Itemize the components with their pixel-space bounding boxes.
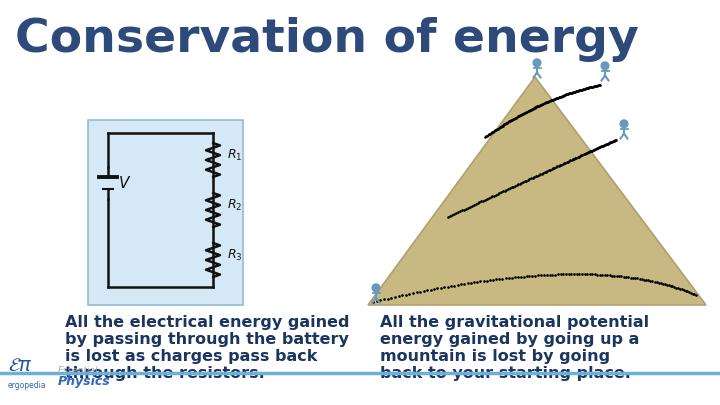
Text: by passing through the battery: by passing through the battery	[65, 332, 349, 347]
Text: energy gained by going up a: energy gained by going up a	[380, 332, 639, 347]
Circle shape	[601, 62, 609, 70]
Text: is lost as charges pass back: is lost as charges pass back	[65, 349, 318, 364]
Text: $\mathcal{E}\pi$: $\mathcal{E}\pi$	[8, 356, 33, 375]
Text: All the electrical energy gained: All the electrical energy gained	[65, 315, 349, 330]
Text: ergopedia: ergopedia	[8, 381, 47, 390]
Text: mountain is lost by going: mountain is lost by going	[380, 349, 610, 364]
Circle shape	[620, 120, 628, 128]
Text: $R_1$: $R_1$	[227, 147, 243, 162]
Text: $V$: $V$	[118, 175, 131, 191]
Text: Conservation of energy: Conservation of energy	[15, 17, 639, 62]
Circle shape	[533, 59, 541, 67]
Text: back to your starting place.: back to your starting place.	[380, 366, 631, 381]
Text: $R_2$: $R_2$	[227, 198, 243, 213]
FancyBboxPatch shape	[88, 120, 243, 305]
Polygon shape	[368, 77, 706, 305]
Circle shape	[372, 284, 380, 292]
Text: through the resistors.: through the resistors.	[65, 366, 265, 381]
Text: Physics: Physics	[58, 375, 111, 388]
Text: All the gravitational potential: All the gravitational potential	[380, 315, 649, 330]
Text: $R_3$: $R_3$	[227, 247, 243, 262]
Text: Essential: Essential	[58, 366, 99, 375]
